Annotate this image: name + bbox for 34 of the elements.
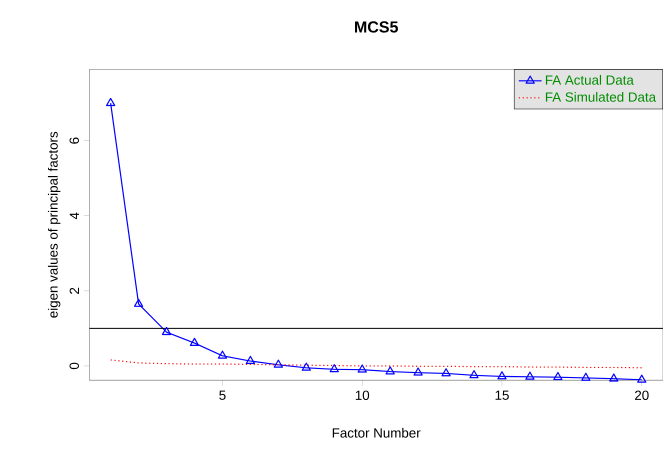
point bbox=[218, 350, 228, 359]
point bbox=[302, 362, 311, 371]
point bbox=[330, 364, 339, 372]
point bbox=[358, 364, 367, 373]
x-tick-label: 5 bbox=[219, 390, 226, 400]
point bbox=[386, 366, 395, 375]
chart-title: MCS5 bbox=[355, 21, 398, 33]
point bbox=[190, 338, 200, 346]
point bbox=[497, 371, 507, 380]
point bbox=[525, 372, 535, 380]
point bbox=[441, 368, 451, 376]
point bbox=[246, 356, 256, 364]
point bbox=[134, 298, 144, 307]
line-series bbox=[110, 359, 642, 368]
x-tick-label: 10 bbox=[356, 390, 370, 400]
y-tick-label: 0 bbox=[70, 362, 79, 370]
point bbox=[162, 326, 172, 336]
legend-label: FA Simulated Data bbox=[546, 92, 656, 102]
x-tick-label: 15 bbox=[496, 390, 509, 400]
point bbox=[637, 374, 646, 383]
point bbox=[106, 98, 116, 106]
point bbox=[413, 367, 423, 376]
x-axis-title: Factor Number bbox=[332, 428, 420, 438]
y-tick-label: 6 bbox=[70, 138, 79, 144]
point bbox=[609, 373, 618, 382]
point bbox=[274, 360, 283, 368]
y-axis-title: eigen values of principal factors bbox=[48, 132, 60, 318]
point bbox=[553, 372, 563, 380]
y-tick-label: 4 bbox=[70, 212, 79, 220]
point bbox=[469, 370, 479, 378]
x-tick-label: 20 bbox=[635, 390, 649, 400]
point bbox=[581, 372, 590, 381]
y-tick-label: 2 bbox=[70, 288, 79, 294]
legend-label: FA Actual Data bbox=[546, 75, 634, 85]
